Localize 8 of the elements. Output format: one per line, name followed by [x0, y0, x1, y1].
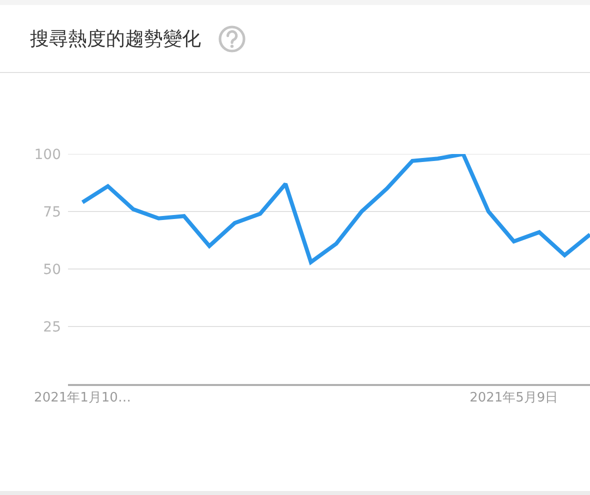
chart-title: 搜尋熱度的趨勢變化 [30, 26, 201, 52]
y-tick-label: 75 [43, 204, 61, 220]
y-tick-label: 25 [43, 319, 61, 336]
x-tick-label: 2021年1月10… [34, 390, 131, 406]
line-series [80, 154, 590, 264]
x-tick-label: 2021年5月9日 [470, 390, 558, 406]
y-tick-label: 50 [43, 262, 61, 278]
y-tick-label: 100 [34, 146, 61, 163]
